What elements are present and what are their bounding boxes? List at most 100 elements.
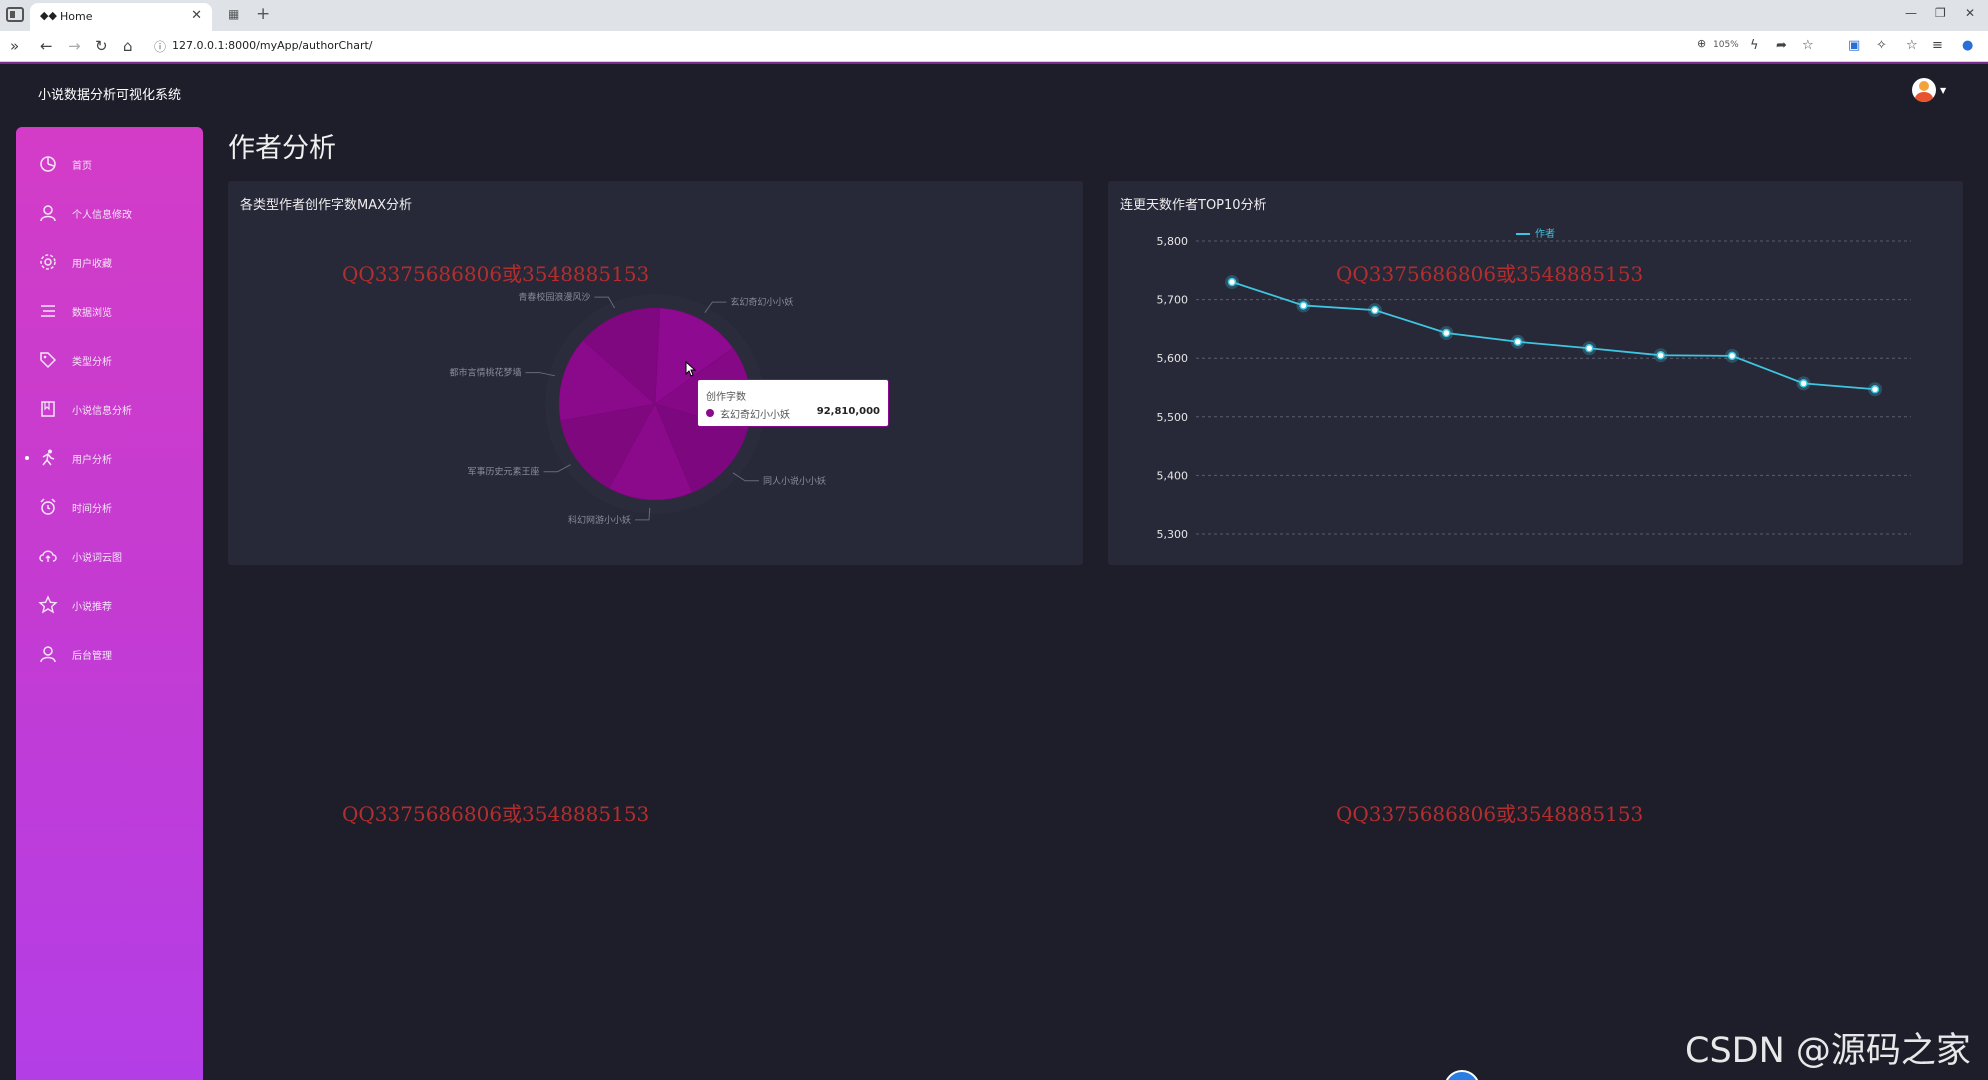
data-point[interactable] xyxy=(1227,277,1237,287)
browser-tab[interactable]: ◆◆ Home ✕ xyxy=(30,3,212,31)
legend-label[interactable]: 作者 xyxy=(1535,228,1555,240)
tab-close-icon[interactable]: ✕ xyxy=(191,8,202,23)
sidebar-item-novel-analysis[interactable]: 小说信息分析 xyxy=(16,389,203,429)
data-point[interactable] xyxy=(1799,379,1808,388)
sidebar-item-label: 数据浏览 xyxy=(72,308,112,319)
sidebar-item-label: 首页 xyxy=(72,161,92,172)
pie-slice[interactable] xyxy=(608,403,693,501)
tooltip-title: 创作字数 xyxy=(706,392,746,403)
reload-icon[interactable]: ↻ xyxy=(95,37,108,55)
sidebar-item-label: 小说词云图 xyxy=(72,553,122,564)
pie-slice[interactable] xyxy=(560,403,656,489)
alarm-icon xyxy=(40,498,56,515)
line-chart-panel: 连更天数作者TOP10分析 5,800 5,700 5,600 5,500 5,400 5… xyxy=(1108,181,1963,565)
sidebar-item-profile[interactable]: 个人信息修改 xyxy=(16,193,203,233)
y-tick-label: 5,300 xyxy=(1157,528,1189,541)
data-point[interactable] xyxy=(1584,343,1594,353)
bolt-icon[interactable]: ϟ xyxy=(1750,38,1759,53)
pie-chart[interactable]: 玄幻奇幻小小妖奇幻魔幻小小妖同人小说小小妖科幻网游小小妖军事历史元素王座都市言情… xyxy=(228,181,1083,565)
sidebar-item-home[interactable]: 首页 xyxy=(16,144,203,184)
minimize-icon[interactable]: — xyxy=(1905,6,1917,20)
pie-label-line xyxy=(525,372,555,377)
bookmark-star-icon[interactable]: ☆ xyxy=(1802,38,1814,53)
sidebar-item-label: 小说信息分析 xyxy=(72,406,132,417)
sidebar-item-recommend[interactable]: 小说推荐 xyxy=(16,585,203,625)
sidebar-item-time-analysis[interactable]: 时间分析 xyxy=(16,487,203,527)
sidebar-item-label: 时间分析 xyxy=(72,504,112,515)
zoom-level[interactable]: 105% xyxy=(1713,40,1739,50)
pie-slice[interactable] xyxy=(582,307,661,405)
restore-icon[interactable]: ❐ xyxy=(1935,6,1946,20)
watermark: QQ3375686806或3548885153 xyxy=(342,802,650,826)
pie-slice-label: 科幻网游小小妖 xyxy=(568,514,631,526)
back-icon[interactable]: ← xyxy=(40,37,53,55)
data-point[interactable] xyxy=(1370,305,1380,315)
pie-slice[interactable] xyxy=(558,340,656,421)
header-accent-line xyxy=(0,62,1988,64)
window-close-icon[interactable]: ✕ xyxy=(1965,6,1976,20)
pie-slice-label: 青春校园浪漫风沙 xyxy=(518,291,590,303)
data-point[interactable] xyxy=(1513,337,1523,347)
list-icon xyxy=(41,305,55,317)
url-text: 127.0.0.1:8000/myApp/authorChart/ xyxy=(172,39,373,52)
forward-icon[interactable]: → xyxy=(68,37,81,55)
sidebar-item-data-browse[interactable]: 数据浏览 xyxy=(16,291,203,331)
sidebar-item-label: 后台管理 xyxy=(72,651,112,662)
translate-icon[interactable]: ▣ xyxy=(1848,38,1861,53)
pie-label-line xyxy=(732,472,759,482)
series-line xyxy=(1231,281,1876,391)
data-point[interactable] xyxy=(1656,351,1665,360)
sidebar-item-user-analysis[interactable]: 用户分析 xyxy=(16,438,203,478)
app-title[interactable]: 小说数据分析可视化系统 xyxy=(38,88,182,103)
pie-slice-label: 军事历史元素王座 xyxy=(468,466,540,478)
sidebar-item-favorites[interactable]: 用户收藏 xyxy=(16,242,203,282)
sidebar-item-label: 小说推荐 xyxy=(72,602,112,613)
star-icon xyxy=(38,595,58,614)
favorites-icon[interactable]: ☆ xyxy=(1906,38,1918,53)
y-tick-label: 5,600 xyxy=(1157,352,1189,365)
csdn-credit: CSDN @源码之家 xyxy=(1685,1031,1971,1071)
sidebar-item-admin[interactable]: 后台管理 xyxy=(16,634,203,674)
avatar[interactable] xyxy=(1912,78,1936,102)
pie-chart-title: 各类型作者创作字数MAX分析 xyxy=(240,198,413,213)
extension-icon[interactable]: ✧ xyxy=(1876,38,1887,53)
sidebar-item-wordcloud[interactable]: 小说词云图 xyxy=(16,536,203,576)
sidebar-item-label: 用户分析 xyxy=(72,455,112,466)
tooltip-value: 92,810,000 xyxy=(816,406,880,417)
pie-label-line xyxy=(543,464,571,473)
data-point[interactable] xyxy=(1870,385,1880,394)
y-tick-label: 5,700 xyxy=(1157,294,1189,307)
line-chart-title: 连更天数作者TOP10分析 xyxy=(1120,198,1267,213)
data-point[interactable] xyxy=(1442,328,1451,338)
floating-button[interactable] xyxy=(1444,1070,1480,1080)
data-point[interactable] xyxy=(1299,301,1308,310)
data-point[interactable] xyxy=(1727,351,1737,361)
tooltip-dot xyxy=(706,409,714,417)
expand-icon[interactable]: » xyxy=(10,37,20,55)
info-icon[interactable]: ⓘ xyxy=(154,40,167,54)
profile-icon[interactable]: ● xyxy=(1962,38,1974,53)
user-icon xyxy=(40,646,56,663)
sidebar-toggle-icon[interactable] xyxy=(6,7,24,22)
tab-grid-icon[interactable]: ▦ xyxy=(228,7,240,21)
gear-icon xyxy=(40,254,56,270)
pie-slice[interactable] xyxy=(654,307,734,405)
cursor-icon xyxy=(685,360,697,377)
share-icon[interactable]: ➦ xyxy=(1776,38,1787,53)
home-icon[interactable]: ⌂ xyxy=(123,37,133,55)
sidebar-item-type-analysis[interactable]: 类型分析 xyxy=(16,340,203,380)
new-tab-icon[interactable]: + xyxy=(256,4,271,24)
watermark: QQ3375686806或3548885153 xyxy=(1336,262,1644,286)
url-field[interactable]: ⓘ 127.0.0.1:8000/myApp/authorChart/ xyxy=(150,34,1690,59)
watermark: QQ3375686806或3548885153 xyxy=(1336,802,1644,826)
sidebar-item-label: 个人信息修改 xyxy=(72,210,132,221)
line-chart[interactable]: 5,800 5,700 5,600 5,500 5,400 5,300 作者 xyxy=(1108,181,1963,565)
y-tick-label: 5,400 xyxy=(1157,469,1189,482)
zoom-icon[interactable]: ⊕ xyxy=(1697,37,1707,50)
menu-icon[interactable]: ≡ xyxy=(1932,38,1943,53)
active-indicator xyxy=(25,456,29,460)
chevron-down-icon[interactable]: ▼ xyxy=(1940,86,1947,95)
tag-icon xyxy=(40,352,57,369)
chart-tooltip: 创作字数 玄幻奇幻小小妖 92,810,000 xyxy=(697,379,889,427)
tab-favicon-icon: ◆◆ xyxy=(40,9,57,22)
